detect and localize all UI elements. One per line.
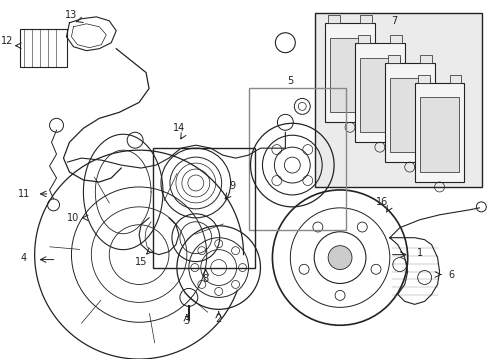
Text: 3: 3	[183, 316, 189, 326]
Text: 9: 9	[229, 181, 235, 191]
Bar	[325, 23, 374, 122]
Bar	[153, 148, 254, 267]
Bar	[389, 35, 401, 43]
Bar	[419, 98, 459, 172]
Bar	[248, 89, 346, 230]
Text: 11: 11	[18, 189, 30, 199]
Text: 7: 7	[391, 16, 397, 26]
Bar	[329, 38, 369, 112]
Text: 4: 4	[20, 253, 27, 262]
Text: 14: 14	[172, 123, 184, 133]
Text: 6: 6	[447, 270, 454, 279]
Bar	[327, 15, 339, 23]
Bar	[417, 75, 429, 82]
Text: 15: 15	[135, 257, 147, 267]
Text: 8: 8	[203, 274, 208, 284]
Bar	[354, 43, 404, 142]
Text: 5: 5	[286, 76, 293, 86]
Bar	[448, 75, 461, 82]
Text: 2: 2	[215, 314, 222, 324]
Bar	[357, 35, 369, 43]
Text: 10: 10	[67, 213, 80, 223]
Text: 1: 1	[416, 248, 422, 258]
Bar	[359, 15, 371, 23]
Bar	[20, 29, 67, 67]
Text: 16: 16	[375, 197, 387, 207]
Bar	[359, 58, 399, 132]
Bar	[315, 13, 481, 187]
Bar	[387, 55, 399, 63]
Text: 12: 12	[0, 36, 13, 46]
Bar	[419, 55, 431, 63]
Text: 13: 13	[65, 10, 78, 20]
Bar	[384, 63, 434, 162]
Bar	[414, 82, 464, 182]
Bar	[389, 77, 429, 152]
Circle shape	[327, 246, 351, 270]
